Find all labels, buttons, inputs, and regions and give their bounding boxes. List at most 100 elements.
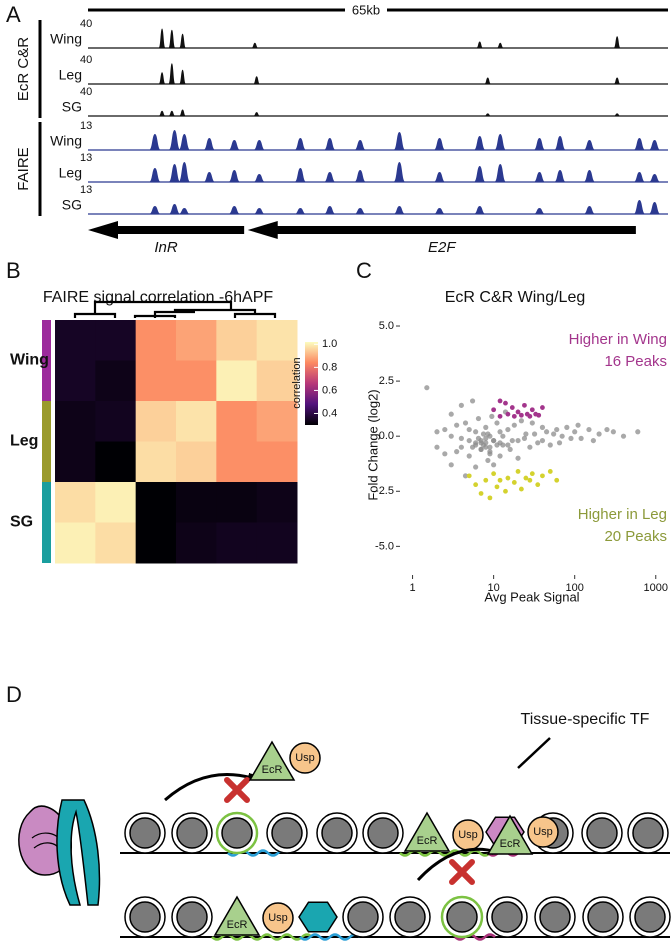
scatter-point: [635, 429, 641, 435]
panel-label: C: [356, 258, 372, 283]
scatter-point: [586, 426, 592, 433]
scatter-point: [515, 409, 521, 415]
track-peak: [148, 168, 161, 182]
scatter-point: [515, 469, 521, 474]
heatmap-cell: [135, 320, 177, 361]
scatter-point: [448, 462, 454, 468]
scatter-point: [458, 435, 464, 441]
usp-partner: [262, 902, 294, 934]
usp-label: Usp: [295, 752, 315, 764]
nucleosome: [539, 901, 571, 933]
track-peak: [554, 136, 567, 150]
scatter-point: [475, 415, 482, 422]
track-peak: [158, 110, 166, 116]
heatmap-cell: [176, 482, 217, 523]
scatter-point: [473, 482, 479, 488]
scatter-point: [462, 420, 469, 426]
annotation: Higher in Leg: [578, 506, 667, 523]
scatter-point: [434, 429, 440, 435]
nucleosome: [347, 901, 379, 933]
track-max-label: 13: [80, 152, 92, 164]
binding-arrow: [164, 773, 252, 802]
scatter-point: [539, 437, 546, 444]
heatmap-cell: [55, 522, 96, 564]
heatmap-cell: [55, 441, 96, 483]
track-peak: [158, 72, 166, 84]
scatter-point: [473, 464, 479, 470]
heatmap-cell: [176, 441, 217, 483]
scatter-point: [604, 426, 610, 433]
nucleosome: [129, 817, 161, 849]
track-peak: [168, 63, 176, 84]
scatter-point: [503, 400, 508, 406]
track-peak: [494, 134, 507, 150]
ecr-receptor: [486, 814, 534, 855]
scatter-point: [434, 444, 440, 450]
track-peak: [158, 28, 166, 48]
scatter-point: [535, 482, 541, 488]
scatter-point: [515, 455, 521, 461]
track-peak: [323, 206, 336, 214]
scatter-point: [564, 424, 570, 430]
track-peak: [533, 138, 546, 150]
track-peak: [613, 77, 621, 84]
scatter-point: [547, 442, 553, 448]
track-peak: [178, 208, 191, 214]
scatter-point: [535, 440, 541, 446]
tf-pointer: [517, 737, 551, 769]
y-tick-label: -2.5: [375, 485, 394, 497]
heatmap-cell: [95, 320, 137, 361]
heatmap-cell: [176, 360, 217, 402]
colorbar-label: correlation: [291, 357, 303, 408]
scatter-point: [448, 411, 454, 417]
track-max-label: 40: [80, 86, 92, 98]
track-peak: [533, 208, 546, 214]
nucleosome: [271, 817, 303, 849]
scatter-point: [568, 435, 574, 441]
track-peak: [633, 200, 646, 214]
scatter-point: [529, 420, 535, 426]
colorbar-tick-label: 0.6: [322, 384, 337, 396]
annotation: 20 Peaks: [604, 528, 667, 545]
chart-title: FAIRE signal correlation -6hAPF: [43, 289, 274, 306]
scatter-point: [505, 426, 511, 433]
track-peak: [179, 69, 187, 84]
track-peak: [433, 138, 446, 150]
chart-title: EcR C&R Wing/Leg: [445, 289, 586, 306]
row-label: SG: [10, 514, 33, 531]
track-peak: [554, 170, 567, 182]
scatter-point: [454, 422, 460, 428]
track-peak: [583, 206, 596, 214]
track-peak: [583, 170, 596, 182]
scatter-point: [529, 407, 535, 413]
ecr-receptor: [248, 740, 296, 781]
track-label: SG: [62, 99, 82, 115]
ecr-label: EcR: [262, 764, 283, 776]
scatter-point: [489, 413, 495, 419]
track-peak: [484, 77, 492, 84]
track-peak: [178, 134, 191, 150]
heatmap-cell: [256, 320, 298, 361]
nucleosome: [587, 901, 619, 933]
y-tick-label: 5.0: [379, 320, 394, 332]
scatter-point: [559, 433, 565, 439]
track-peak: [473, 166, 486, 182]
track-max-label: 13: [80, 120, 92, 132]
heatmap-cell: [216, 360, 258, 402]
scatter-point: [523, 475, 529, 481]
scatter-point: [424, 385, 430, 391]
tf-label: Tissue-specific TF: [521, 711, 650, 728]
track-peak: [253, 112, 261, 116]
heatmap-cell: [55, 482, 96, 523]
track-peak: [494, 164, 507, 182]
dna-segment: [299, 933, 361, 941]
scatter-point: [590, 437, 596, 444]
track-peak: [393, 162, 406, 182]
heatmap-cell: [135, 360, 177, 402]
track-peak: [148, 206, 161, 214]
scatter-point: [610, 429, 616, 435]
track-peak: [253, 140, 266, 150]
track-label: SG: [62, 197, 82, 213]
usp-partner: [527, 816, 559, 848]
scatter-point: [475, 435, 482, 441]
